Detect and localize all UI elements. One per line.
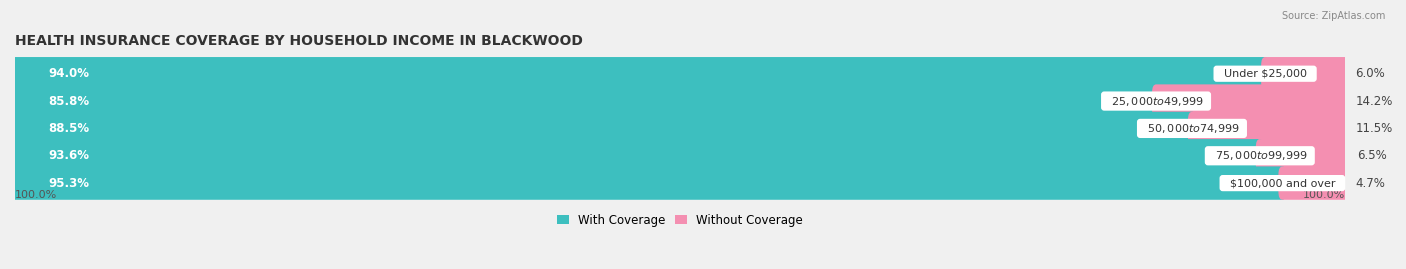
Text: 100.0%: 100.0% — [15, 190, 58, 200]
Text: $50,000 to $74,999: $50,000 to $74,999 — [1140, 122, 1244, 135]
Text: 11.5%: 11.5% — [1355, 122, 1393, 135]
Text: 88.5%: 88.5% — [48, 122, 90, 135]
FancyBboxPatch shape — [11, 112, 1348, 145]
Text: $100,000 and over: $100,000 and over — [1223, 178, 1343, 188]
Text: 14.2%: 14.2% — [1355, 95, 1393, 108]
FancyBboxPatch shape — [11, 57, 1270, 90]
FancyBboxPatch shape — [1261, 57, 1348, 90]
Text: $25,000 to $49,999: $25,000 to $49,999 — [1104, 95, 1208, 108]
FancyBboxPatch shape — [1278, 167, 1348, 200]
FancyBboxPatch shape — [1188, 112, 1348, 145]
FancyBboxPatch shape — [11, 84, 1348, 118]
Legend: With Coverage, Without Coverage: With Coverage, Without Coverage — [557, 214, 803, 227]
Text: 100.0%: 100.0% — [1302, 190, 1346, 200]
Text: 6.0%: 6.0% — [1355, 67, 1385, 80]
Text: Source: ZipAtlas.com: Source: ZipAtlas.com — [1281, 11, 1385, 21]
FancyBboxPatch shape — [11, 112, 1197, 145]
Text: 4.7%: 4.7% — [1355, 177, 1385, 190]
Text: 93.6%: 93.6% — [48, 149, 89, 162]
Text: 85.8%: 85.8% — [48, 95, 90, 108]
Text: Under $25,000: Under $25,000 — [1216, 69, 1313, 79]
FancyBboxPatch shape — [11, 139, 1264, 172]
Text: 94.0%: 94.0% — [48, 67, 89, 80]
FancyBboxPatch shape — [1256, 139, 1350, 172]
FancyBboxPatch shape — [1152, 84, 1348, 118]
FancyBboxPatch shape — [11, 84, 1160, 118]
FancyBboxPatch shape — [11, 167, 1286, 200]
Text: 6.5%: 6.5% — [1357, 149, 1386, 162]
FancyBboxPatch shape — [11, 167, 1348, 200]
FancyBboxPatch shape — [11, 57, 1348, 90]
Text: 95.3%: 95.3% — [48, 177, 89, 190]
Text: HEALTH INSURANCE COVERAGE BY HOUSEHOLD INCOME IN BLACKWOOD: HEALTH INSURANCE COVERAGE BY HOUSEHOLD I… — [15, 34, 583, 48]
FancyBboxPatch shape — [11, 139, 1348, 172]
Text: $75,000 to $99,999: $75,000 to $99,999 — [1208, 149, 1312, 162]
